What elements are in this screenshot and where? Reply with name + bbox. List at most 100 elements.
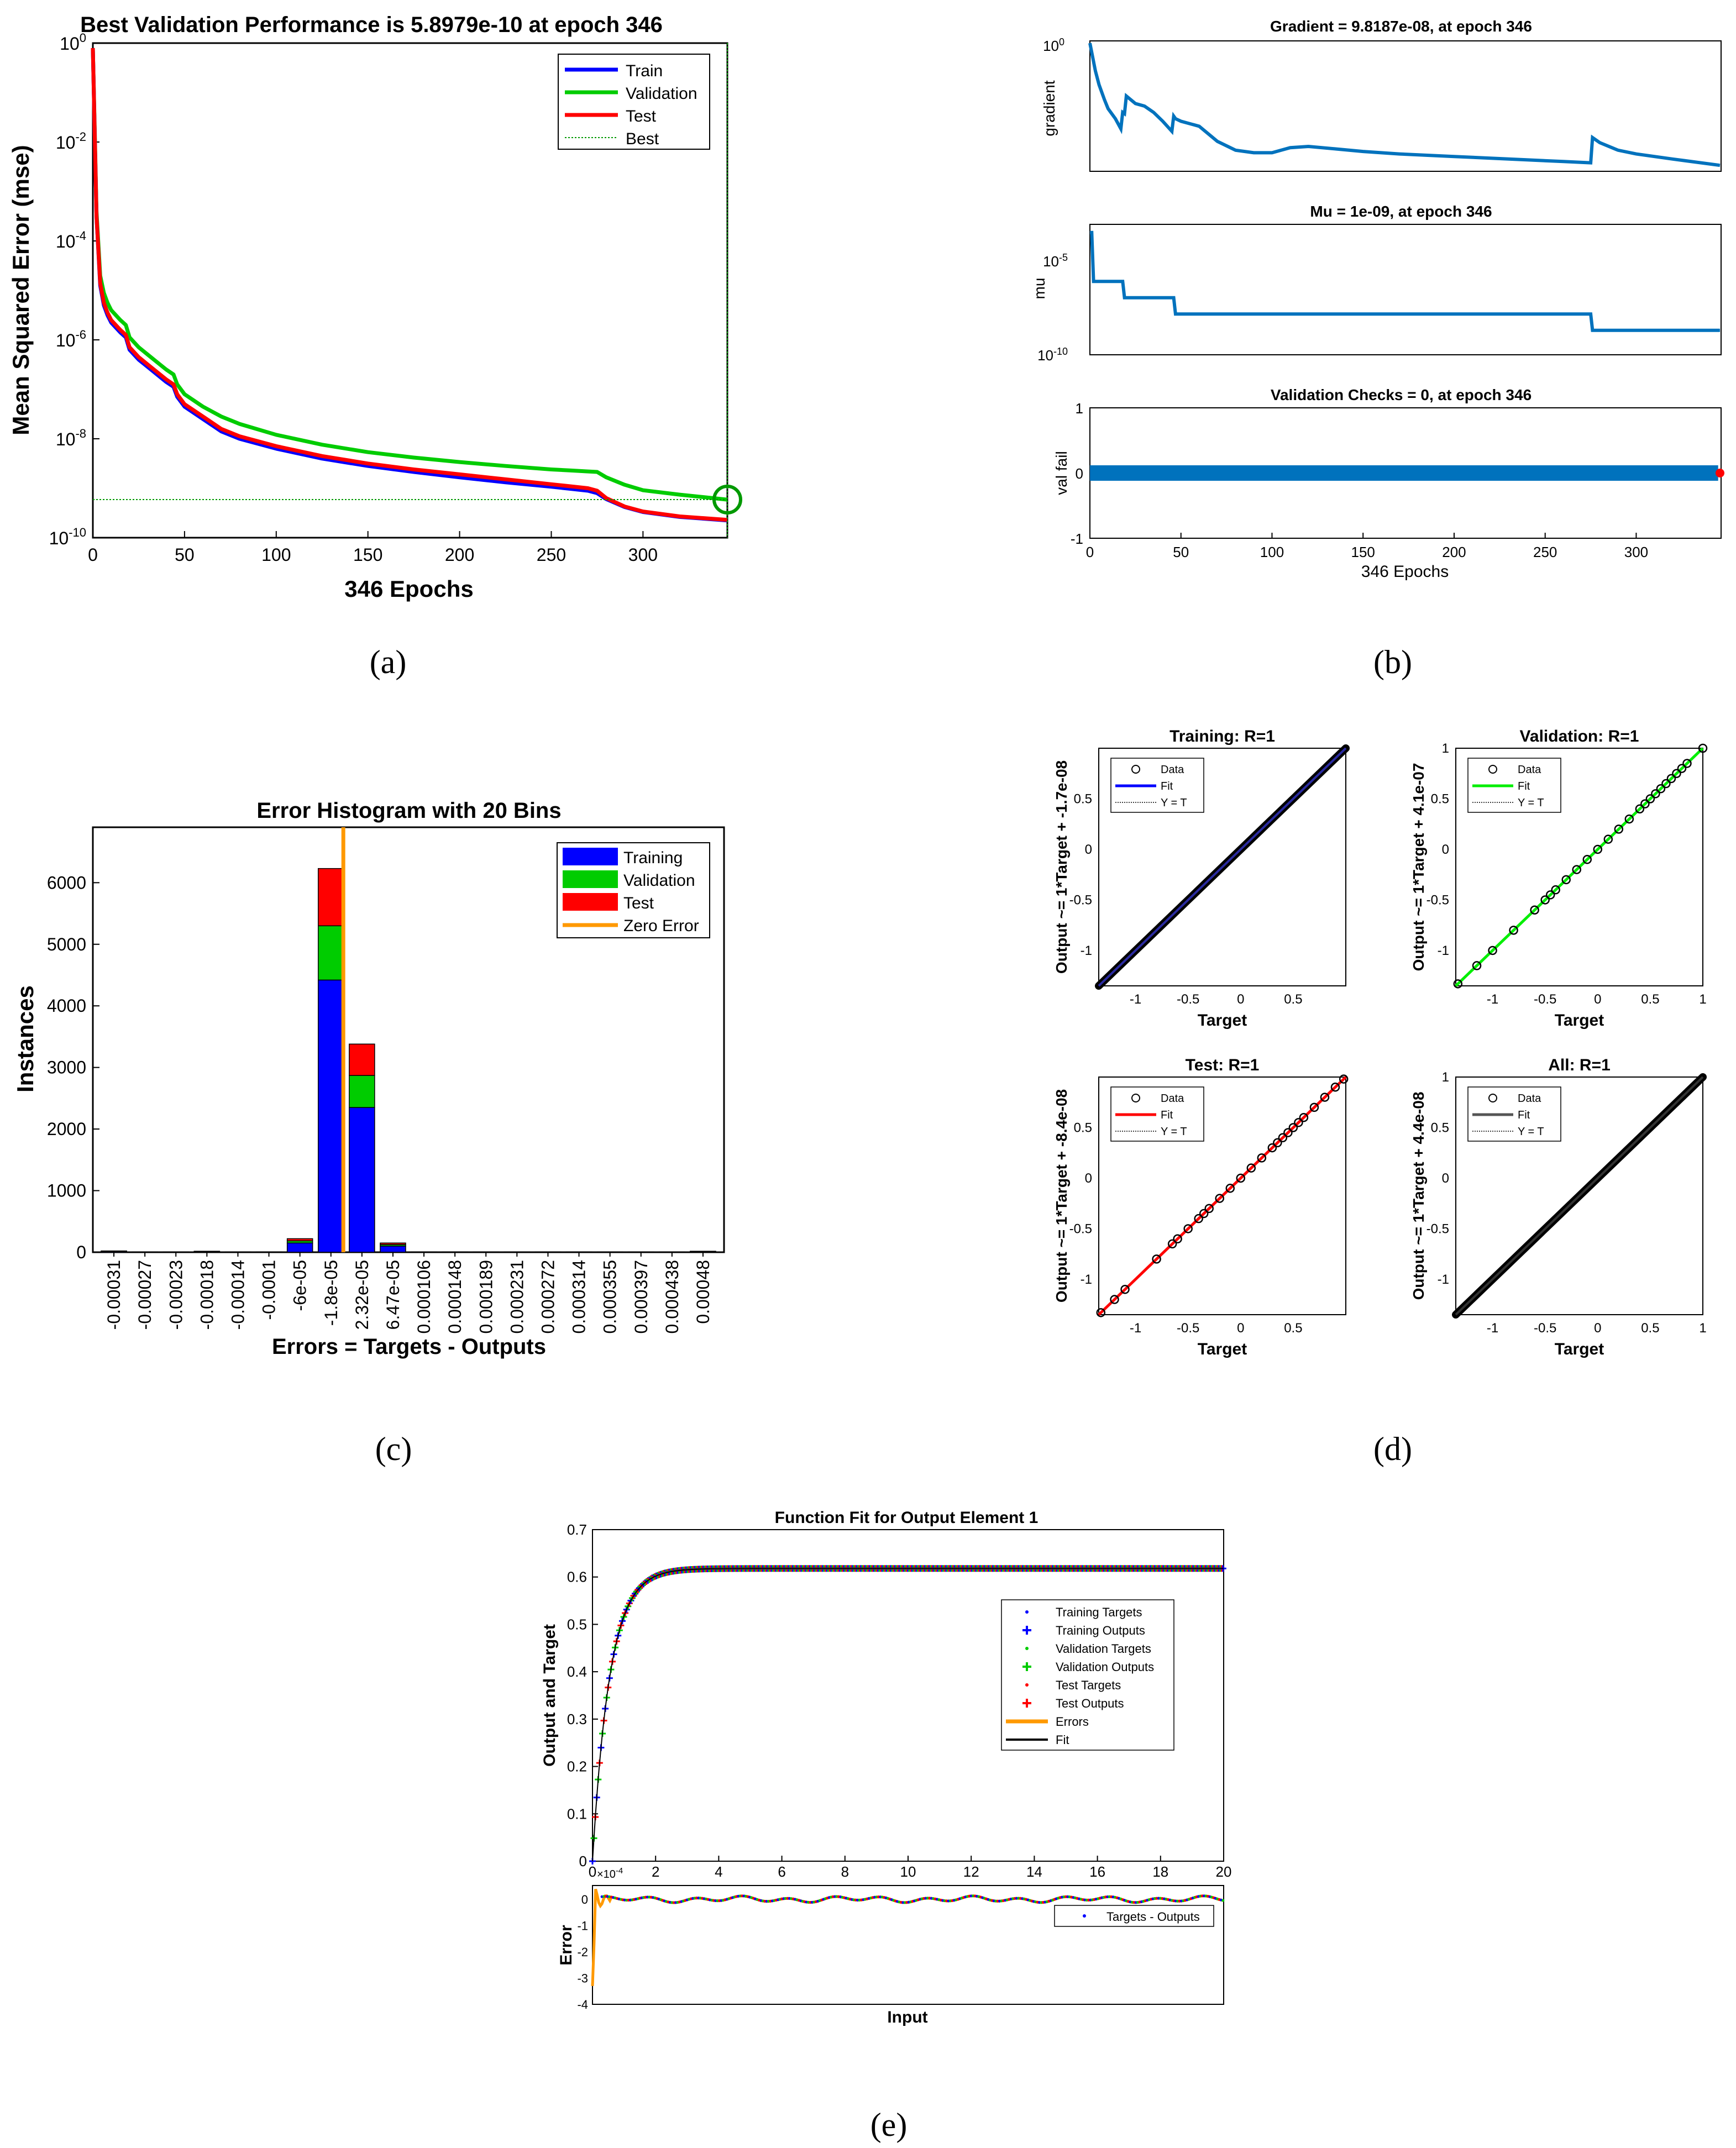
error-y-ticks: 0 -1 -2 -3 -4 [577,1893,588,2012]
fit-ytick-label: 0.5 [567,1616,587,1632]
regression-data-point [1330,1083,1340,1092]
fit-curves [589,1565,1226,1865]
fit-legend-label: Validation Outputs [1056,1660,1154,1674]
regression-ylabel: Output ~= 1*Target + 4.4e-08 [1410,1092,1427,1300]
hist-ytick-label: 6000 [47,873,86,892]
regression-legend-yt: Y = T [1161,797,1187,809]
fit-xtick-label: 20 [1216,1863,1232,1880]
perf-xtick-label: 150 [353,545,382,565]
mu-axes [1089,224,1722,355]
hist-xtick-label: 0.000355 [600,1260,620,1333]
performance-lines [91,43,742,538]
caption-e: (e) [870,2107,908,2143]
performance-legend: Train Validation Test Best [558,54,710,150]
error-ytick-label: -1 [577,1919,588,1933]
regression-legend-yt: Y = T [1518,1126,1544,1138]
caption-d: (d) [1373,1431,1412,1467]
fit-ytick-label: 0 [579,1853,587,1869]
regression-data-point [1472,961,1482,970]
legend-test-label: Test [626,107,657,125]
fit-legend-label: Test Outputs [1056,1697,1124,1710]
legend-test-label: Test [623,894,654,912]
regression-ytick-label: 0 [1085,842,1092,857]
perf-xtick-label: 200 [445,545,474,565]
regression-ytick-label: -1 [1438,1272,1449,1287]
val-xtick-label: 50 [1173,544,1189,560]
valchecks-x-ticks: 0 50 100 150 200 250 300 [1086,533,1648,560]
fit-legend-label: Validation Targets [1056,1642,1151,1656]
hist-ytick-label: 1000 [47,1181,86,1201]
val-xtick-label: 150 [1351,544,1375,560]
regression-plot-2: Validation: R=1 -1 -0.5 0 0.5 1 1 0.5 0 -0.5 -1 Tar… [1410,727,1708,1030]
regression-data-point [1246,1163,1256,1173]
caption-a: (a) [370,644,407,680]
perf-xtick-label: 0 [88,545,98,565]
regression-xtick-label: 0.5 [1641,1321,1659,1336]
hist-xtick-label: -0.00014 [228,1260,248,1330]
hist-bar-test [193,1251,221,1252]
regression-xlabel: Target [1198,1340,1247,1358]
valchecks-ytick-neg1: -1 [1071,531,1083,547]
histogram-x-ticks: -0.00031 -0.00027 -0.00023 -0.00018 -0.00014… [104,1252,713,1333]
regression-data-point [1110,1295,1119,1304]
regression-plot-1: Training: R=1 -1 -0.5 0 0.5 0.5 0 -0.5 -1 Target O… [1053,727,1350,1030]
regression-data-point [1278,1133,1288,1143]
legend-validation-swatch [563,870,618,888]
regression-data-point [1199,1209,1209,1219]
regression-data-point [1540,895,1550,905]
error-legend: Targets - Outputs [1054,1905,1214,1927]
regression-ytick-label: -0.5 [1069,892,1092,907]
performance-chart: Best Validation Performance is 5.8979e-1… [8,13,742,602]
hist-bar-test [317,868,344,927]
mu-title: Mu = 1e-09, at epoch 346 [1310,203,1492,220]
regression-xtick-label: 0 [1594,1321,1601,1336]
regression-data-point [1288,1123,1298,1132]
regression-plot-4: All: R=1 -1 -0.5 0 0.5 1 1 0.5 0 -0.5 -1 Target Outp… [1410,1056,1707,1358]
regression-data-point [1273,1138,1282,1148]
regression-xtick-label: -1 [1130,1321,1141,1336]
regression-xlabel: Target [1555,1011,1604,1030]
gradient-ytick: 100 [1043,36,1064,54]
perf-ytick-label: 10-10 [49,526,86,548]
regression-title: All: R=1 [1548,1056,1611,1074]
error-ytick-label: -2 [577,1945,588,1959]
histogram-legend: Training Validation Test Zero Error [557,842,710,938]
regression-data-point [1666,774,1676,784]
regression-ylabel: Output ~= 1*Target + -8.4e-08 [1053,1089,1070,1303]
regression-fit-overlay [1098,747,1347,987]
perf-xtick-label: 100 [261,545,291,565]
perf-ytick-label: 10-8 [56,427,86,449]
hist-bar-validation [349,1075,375,1108]
regression-xtick-label: 1 [1699,992,1706,1007]
regression-title: Test: R=1 [1186,1056,1260,1074]
regression-data-point [1236,1173,1246,1183]
regression-plot-3: Test: R=1 -1 -0.5 0 0.5 0.5 0 -0.5 -1 Target Outpu… [1053,1056,1349,1358]
regression-data-point [1339,1074,1349,1084]
hist-bar-test [349,1043,375,1076]
fit-xtick-label: 12 [963,1863,979,1880]
error-point [1221,1899,1225,1902]
val-xtick-label: 250 [1533,544,1557,560]
regression-data-point [1677,764,1687,773]
hist-xtick-label: 0.000189 [476,1260,496,1333]
regression-ytick-label: -0.5 [1426,892,1449,907]
regression-xtick-label: -1 [1487,992,1498,1007]
regression-xtick-label: 0 [1237,992,1244,1007]
regression-xtick-label: 0 [1237,1321,1244,1336]
regression-data-point [1551,885,1560,895]
performance-ylabel: Mean Squared Error (mse) [8,145,34,435]
histogram-xlabel: Errors = Targets - Outputs [272,1335,546,1359]
hist-xtick-label: -0.00031 [104,1260,124,1330]
regression-xtick-label: 0 [1594,992,1601,1007]
regression-xtick-label: -0.5 [1534,1321,1556,1336]
regression-legend-fit: Fit [1161,780,1173,792]
fit-y-ticks: 0 0.1 0.2 0.3 0.4 0.5 0.6 0.7 [567,1521,598,1869]
hist-ytick-label: 5000 [47,934,86,954]
valchecks-ytick-1: 1 [1076,400,1083,417]
legend-zero-error-label: Zero Error [623,917,699,935]
regression-legend-data-marker [1488,765,1497,774]
regression-data-point [1561,875,1571,885]
hist-bar-training [317,979,344,1253]
regression-ytick-label: 0 [1085,1171,1092,1186]
regression-data-point [1225,1184,1235,1193]
